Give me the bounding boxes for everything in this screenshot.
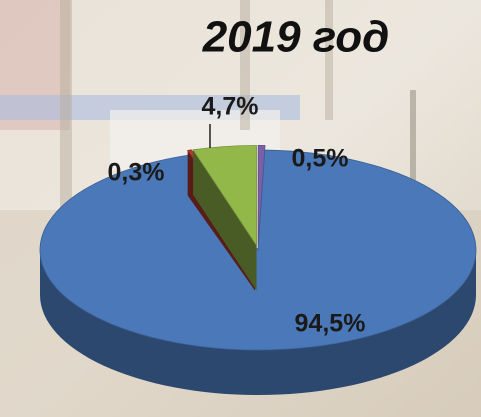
chart-title: 2019 год: [202, 13, 390, 62]
data-label: 4,7%: [202, 93, 259, 121]
data-label: 0,5%: [292, 145, 349, 173]
data-label: 0,3%: [108, 159, 165, 187]
chart: 0,5% 94,5% 0,3% 4,7% 2019 год: [0, 0, 481, 417]
data-label: 94,5%: [295, 310, 366, 338]
